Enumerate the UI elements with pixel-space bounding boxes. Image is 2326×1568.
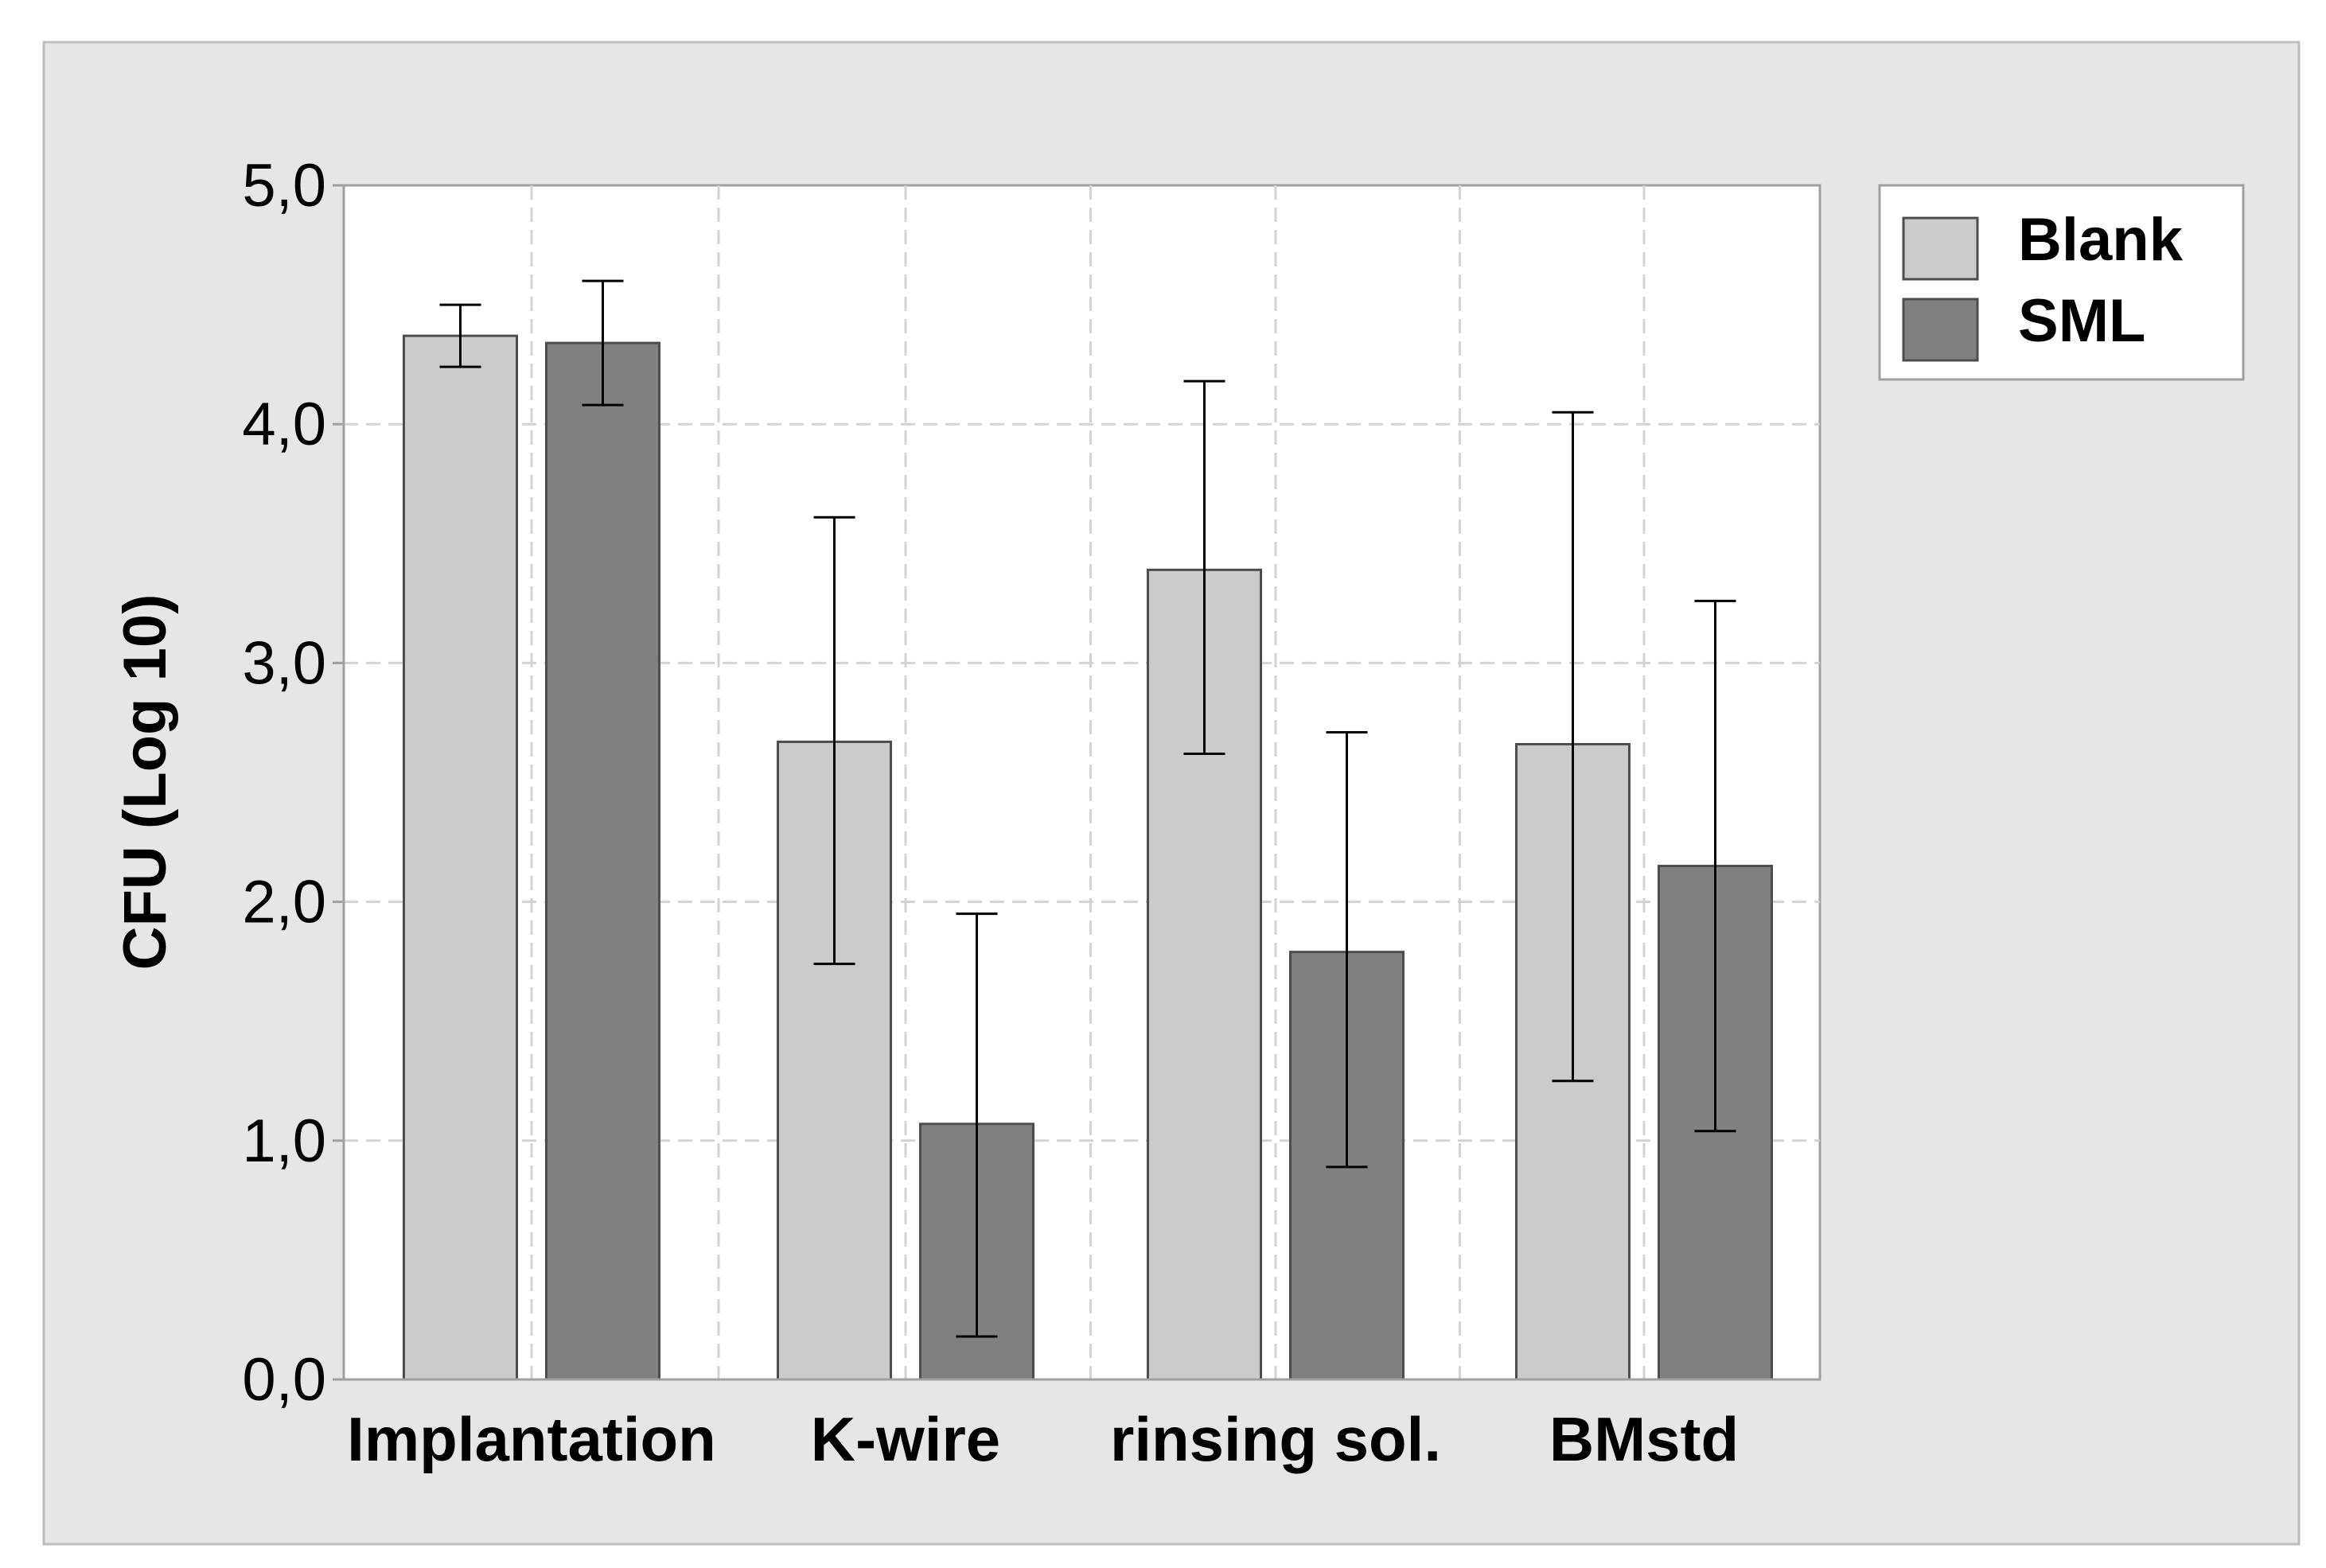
x-tick-labels: Implantation K-wire rinsing sol. BMstd: [347, 1404, 1739, 1474]
legend-swatch-sml: [1902, 298, 1979, 362]
error-bar-sml-2: [956, 912, 998, 1338]
x-tick-label: K-wire: [811, 1404, 1000, 1474]
error-bar-blank-1: [439, 303, 481, 368]
legend-swatch-blank: [1902, 216, 1979, 281]
legend-label-blank: Blank: [2018, 206, 2184, 274]
x-tick-label: rinsing sol.: [1110, 1404, 1441, 1474]
y-axis-label: CFU (Log 10): [111, 594, 179, 971]
legend: Blank SML: [1878, 184, 2245, 381]
y-tick-label: 2,0: [242, 869, 326, 936]
error-bars: [439, 279, 1736, 1338]
y-tick-label: 5,0: [242, 152, 326, 220]
y-tick-label: 0,0: [242, 1346, 326, 1414]
error-bar-blank-4: [1552, 410, 1594, 1083]
error-bar-sml-3: [1326, 730, 1368, 1169]
bars: [403, 334, 1773, 1381]
error-bar-blank-2: [813, 516, 855, 966]
error-bar-blank-3: [1183, 379, 1225, 755]
legend-label-sml: SML: [2018, 287, 2145, 355]
y-tick-labels: 0,0 1,0 2,0 3,0 4,0 5,0: [242, 152, 344, 1414]
x-tick-label: BMstd: [1549, 1404, 1739, 1474]
y-tick-label: 3,0: [242, 629, 326, 697]
bar-blank-1: [403, 334, 518, 1381]
y-tick-label: 1,0: [242, 1107, 326, 1175]
y-tick-label: 4,0: [242, 391, 326, 458]
bar-sml-1: [545, 341, 660, 1381]
x-tick-label: Implantation: [347, 1404, 716, 1474]
error-bar-sml-4: [1694, 599, 1736, 1133]
error-bar-sml-1: [582, 279, 624, 407]
